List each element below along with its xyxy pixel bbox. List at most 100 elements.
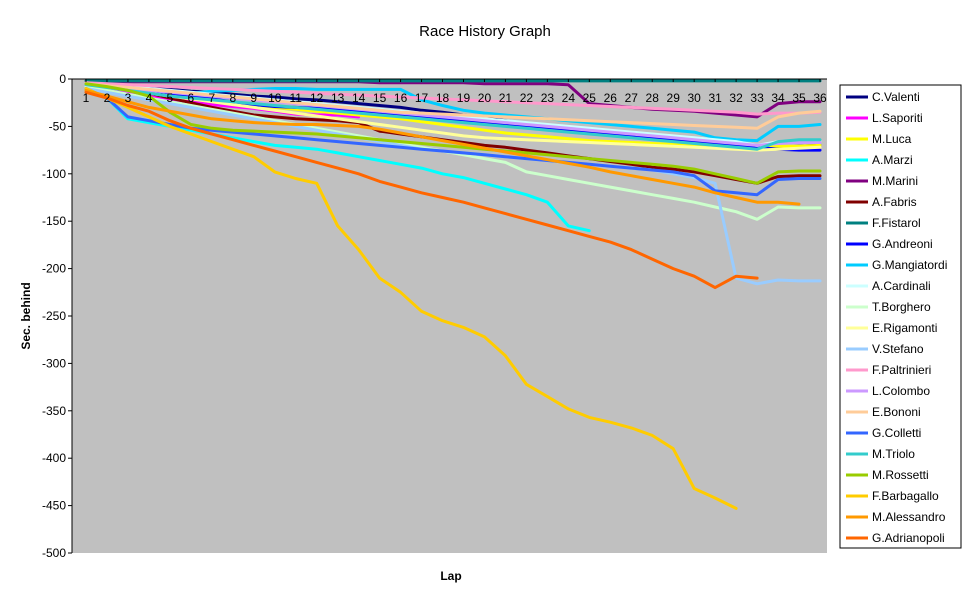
plot-area — [72, 79, 827, 553]
x-tick-label: 28 — [646, 91, 660, 105]
legend-label: V.Stefano — [872, 342, 924, 356]
x-tick-label: 22 — [520, 91, 534, 105]
legend-entry: L.Colombo — [846, 384, 930, 398]
x-tick-label: 30 — [687, 91, 701, 105]
x-tick-label: 18 — [436, 91, 450, 105]
legend-entry: L.Saporiti — [846, 111, 923, 125]
series-layer — [84, 79, 822, 510]
legend-label: F.Paltrinieri — [872, 363, 931, 377]
legend-entry: C.Valenti — [846, 90, 920, 104]
series-line-20 — [84, 87, 738, 510]
legend-label: G.Adrianopoli — [872, 531, 945, 545]
x-tick-label: 27 — [625, 91, 639, 105]
legend-entry: G.Colletti — [846, 426, 921, 440]
x-tick-label: 12 — [310, 91, 324, 105]
legend-entry: M.Luca — [846, 132, 912, 146]
x-tick-label: 3 — [125, 91, 132, 105]
legend-label: A.Marzi — [872, 153, 913, 167]
x-tick-label: 2 — [104, 91, 111, 105]
series-line-17 — [84, 87, 822, 197]
legend-label: F.Barbagallo — [872, 489, 939, 503]
x-tick-label: 29 — [667, 91, 681, 105]
series-line-16 — [84, 82, 822, 130]
legend-label: M.Luca — [872, 132, 912, 146]
x-tick-label: 17 — [415, 91, 429, 105]
legend-entry: G.Adrianopoli — [846, 531, 945, 545]
legend-entries: C.Valenti L.Saporiti M.Luca A.Marzi M.Marini… — [846, 90, 947, 545]
x-tick-label: 31 — [708, 91, 722, 105]
legend-entry: F.Paltrinieri — [846, 363, 931, 377]
legend-entry: G.Mangiatordi — [846, 258, 947, 272]
x-tick-label: 9 — [250, 91, 257, 105]
legend-label: G.Andreoni — [872, 237, 933, 251]
x-tick-label: 16 — [394, 91, 408, 105]
legend-entry: M.Triolo — [846, 447, 915, 461]
series-line-18 — [84, 83, 822, 151]
legend-label: A.Fabris — [872, 195, 917, 209]
x-tick-label: 1 — [83, 91, 90, 105]
legend-label: E.Rigamonti — [872, 321, 937, 335]
legend-entry: F.Barbagallo — [846, 489, 939, 503]
legend-label: G.Mangiatordi — [872, 258, 947, 272]
legend-entry: G.Andreoni — [846, 237, 933, 251]
x-tick-label: 6 — [188, 91, 195, 105]
x-tick-label: 21 — [499, 91, 513, 105]
legend-entry: A.Marzi — [846, 153, 913, 167]
x-tick-label: 7 — [208, 91, 215, 105]
legend-label: M.Marini — [872, 174, 918, 188]
x-tick-label: 34 — [771, 91, 785, 105]
legend-entry: A.Fabris — [846, 195, 917, 209]
chart-title: Race History Graph — [419, 23, 551, 40]
x-axis-label: Lap — [440, 569, 461, 583]
legend-label: G.Colletti — [872, 426, 921, 440]
x-tick-label: 8 — [229, 91, 236, 105]
x-tick-label: 24 — [562, 91, 576, 105]
x-tick-label: 4 — [146, 91, 153, 105]
x-tick-label: 13 — [331, 91, 345, 105]
y-tick-label: -400 — [42, 451, 66, 465]
y-tick-label: -50 — [49, 119, 67, 133]
series-line-19 — [84, 82, 822, 185]
legend-entry: E.Rigamonti — [846, 321, 937, 335]
legend-entry: T.Borghero — [846, 300, 931, 314]
x-tick-label: 26 — [604, 91, 618, 105]
x-tick-label: 11 — [289, 91, 302, 105]
series-line-22 — [84, 90, 759, 290]
legend-label: E.Bononi — [872, 405, 921, 419]
series-line-12 — [84, 83, 822, 152]
y-tick-label: 0 — [59, 72, 66, 86]
x-tick-label: 33 — [750, 91, 764, 105]
legend-label: L.Saporiti — [872, 111, 923, 125]
series-line-21 — [84, 88, 801, 206]
legend-label: M.Triolo — [872, 447, 915, 461]
x-tick-label: 20 — [478, 91, 492, 105]
x-tick-label: 23 — [541, 91, 555, 105]
legend-entry: A.Cardinali — [846, 279, 931, 293]
legend — [839, 84, 962, 549]
y-tick-label: -450 — [42, 499, 66, 513]
x-tick-label: 32 — [729, 91, 743, 105]
legend-entry: M.Marini — [846, 174, 918, 188]
axes-layer: 0 -50 -100 -150 -200 -250 -300 -350 -400 -450 -500… — [42, 72, 827, 560]
legend-label: L.Colombo — [872, 384, 930, 398]
series-line-9 — [84, 83, 822, 143]
legend-label: M.Rossetti — [872, 468, 929, 482]
legend-label: T.Borghero — [872, 300, 931, 314]
y-tick-label: -150 — [42, 214, 66, 228]
y-tick-label: -300 — [42, 356, 66, 370]
x-tick-label: 10 — [268, 91, 282, 105]
legend-entry: M.Alessandro — [846, 510, 946, 524]
x-tick-label: 5 — [167, 91, 174, 105]
legend-label: C.Valenti — [872, 90, 920, 104]
series-line-14 — [84, 81, 822, 116]
legend-label: F.Fistarol — [872, 216, 921, 230]
x-tick-label: 19 — [457, 91, 471, 105]
legend-entry: F.Fistarol — [846, 216, 921, 230]
legend-entry: M.Rossetti — [846, 468, 929, 482]
y-axis-label: Sec. behind — [19, 282, 33, 349]
x-tick-label: 25 — [583, 91, 597, 105]
legend-entry: E.Bononi — [846, 405, 921, 419]
legend-label: M.Alessandro — [872, 510, 946, 524]
